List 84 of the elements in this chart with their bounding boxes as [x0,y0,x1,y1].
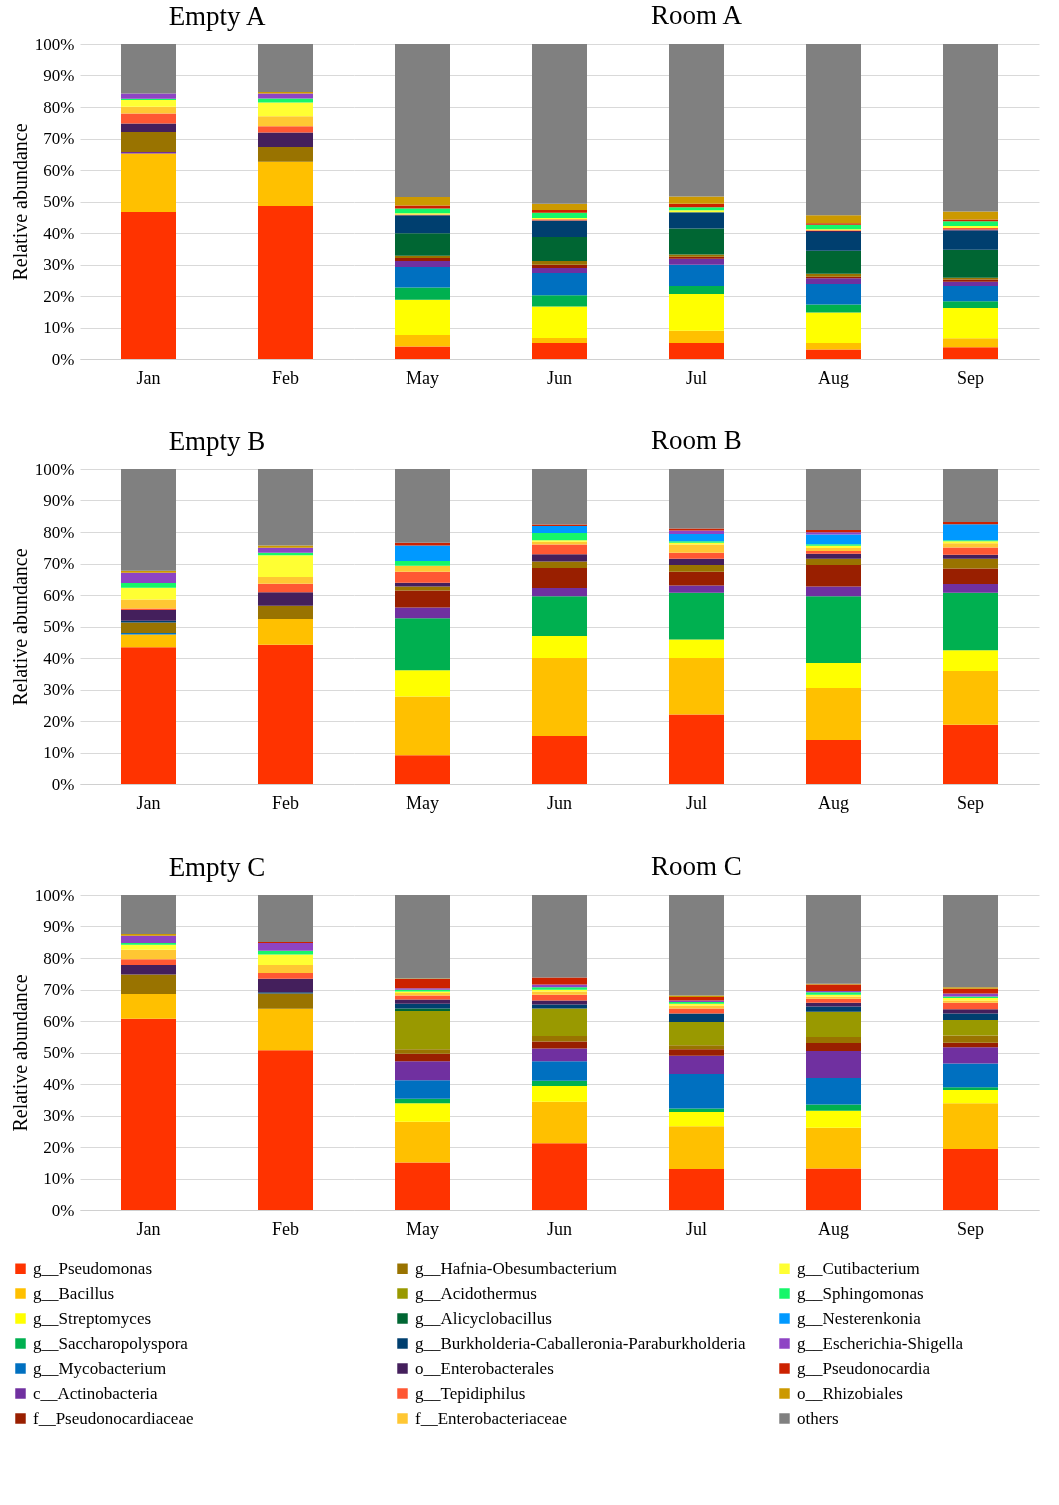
legend-label: g__Hafnia-Obesumbacterium [415,1258,618,1278]
x-tick-label: Aug [818,1218,849,1239]
y-tick-label: 90% [43,491,75,510]
legend-label: f__Enterobacteriaceae [415,1408,567,1428]
y-tick-label: 40% [43,1074,75,1094]
legend-label: g__Pseudomonas [33,1258,152,1278]
legend-label: g__Bacillus [33,1283,115,1303]
y-tick-label: 0% [51,349,75,369]
x-tick-label: Feb [272,367,299,388]
legend-label: g__Mycobacterium [33,1358,167,1378]
chart-title: Empty C [168,852,266,882]
legend-label: g__Alicyclobacillus [415,1308,552,1328]
legend-label: g__Cutibacterium [797,1258,920,1278]
x-tick-label: Aug [818,367,849,388]
y-tick-label: 80% [43,97,75,117]
y-tick-label: 80% [43,522,75,542]
x-tick-label: Sep [957,1218,984,1239]
y-tick-label: 100% [34,459,75,479]
y-tick-label: 70% [43,554,75,573]
y-tick-label: 90% [43,917,75,936]
legend-label: g__Pseudonocardia [797,1358,931,1378]
y-axis-title: Relative abundance [8,123,31,281]
x-tick-label: Jun [546,1218,573,1239]
x-tick-label: Sep [957,367,984,388]
x-tick-label: Jul [685,792,708,813]
x-tick-label: Jun [546,792,573,813]
legend-label: g__Sphingomonas [797,1283,924,1303]
legend-label: g__Tepidiphilus [415,1383,526,1403]
legend-label: c__Actinobacteria [33,1383,159,1403]
y-tick-label: 10% [43,743,75,762]
y-tick-label: 50% [43,1043,75,1062]
legend-label: g__Saccharopolyspora [33,1333,189,1353]
legend-label: g__Burkholderia-Caballeronia-Paraburkholderia [415,1333,746,1353]
y-tick-label: 50% [43,192,75,211]
x-tick-label: Sep [957,792,984,813]
y-tick-label: 10% [43,318,75,337]
y-tick-label: 60% [43,160,75,180]
legend-label: others [797,1408,839,1428]
legend-label: o__Rhizobiales [797,1383,903,1403]
y-tick-label: 100% [34,34,75,54]
y-tick-label: 30% [43,255,75,274]
y-tick-label: 20% [43,1137,75,1157]
y-tick-label: 100% [34,885,75,905]
y-tick-label: 30% [43,1106,75,1125]
x-tick-label: May [406,367,439,388]
y-tick-label: 50% [43,617,75,636]
y-tick-label: 10% [43,1169,75,1188]
y-axis-title: Relative abundance [8,974,31,1132]
legend-label: f__Pseudonocardiaceae [33,1408,194,1428]
y-tick-label: 70% [43,980,75,999]
y-tick-label: 40% [43,648,75,668]
x-tick-label: Feb [272,792,299,813]
x-tick-label: Jun [546,367,573,388]
x-tick-label: Feb [272,1218,299,1239]
chart-title: Room A [651,0,743,30]
x-tick-label: Aug [818,792,849,813]
x-tick-label: Jan [136,1218,161,1239]
y-tick-label: 20% [43,711,75,731]
y-tick-label: 40% [43,223,75,243]
chart-title: Room B [651,425,742,455]
chart-title: Empty B [168,426,266,456]
chart-title: Room C [651,851,742,881]
y-tick-label: 0% [51,1200,75,1220]
x-tick-label: May [406,1218,439,1239]
x-tick-label: May [406,792,439,813]
y-tick-label: 30% [43,680,75,699]
legend-label: g__Streptomyces [33,1308,152,1328]
x-tick-label: Jan [136,367,161,388]
chart-title: Empty A [168,1,266,31]
y-tick-label: 80% [43,948,75,968]
y-tick-label: 0% [51,774,75,794]
y-tick-label: 20% [43,286,75,306]
y-tick-label: 70% [43,129,75,148]
x-tick-label: Jan [136,792,161,813]
x-tick-label: Jul [685,367,708,388]
legend-label: g__Acidothermus [415,1283,537,1303]
y-axis-title: Relative abundance [8,548,31,706]
legend-label: g__Nesterenkonia [797,1308,922,1328]
legend-label: o__Enterobacterales [415,1358,554,1378]
y-tick-label: 60% [43,585,75,605]
legend-label: g__Escherichia-Shigella [797,1333,964,1353]
y-tick-label: 60% [43,1011,75,1031]
x-tick-label: Jul [685,1218,708,1239]
y-tick-label: 90% [43,66,75,85]
